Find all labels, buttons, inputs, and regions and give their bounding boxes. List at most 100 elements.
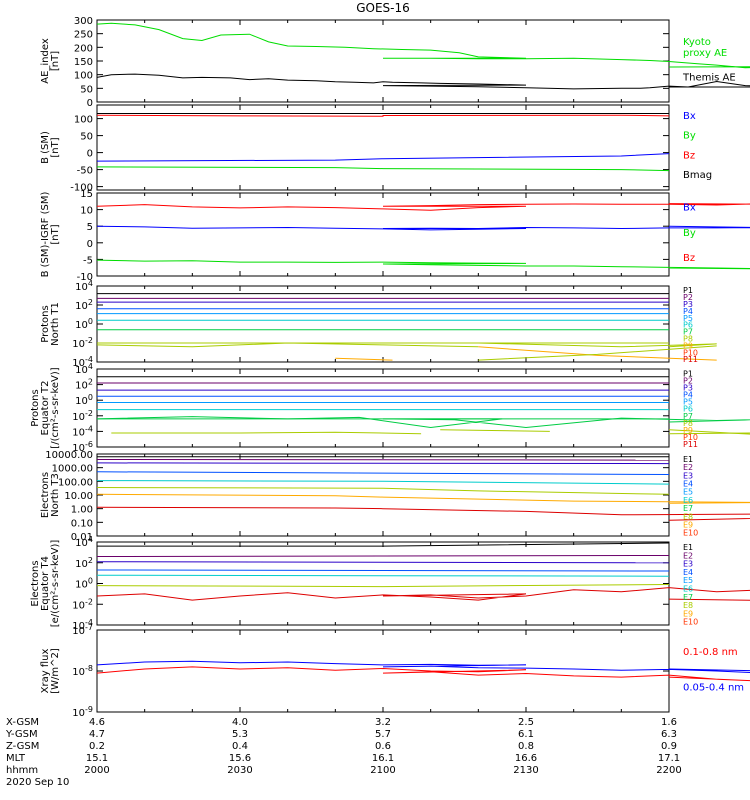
y-tick-label: 100 (75, 577, 93, 591)
y-axis-label: Protons (40, 305, 51, 342)
y-axis-label: B (SM)-IGRF (SM) (40, 192, 51, 278)
y-axis-label: [e/(cm²-s-sr-keV)] (50, 540, 61, 628)
legend-entry: By (683, 228, 696, 239)
panel-frame (96, 541, 670, 626)
date-label: 2020 Sep 10 (6, 777, 69, 788)
panel-3: 15 10 5 0 -5 -10 B (SM)-IGRF (SM) [nT] Bx By Bz (40, 189, 750, 283)
series-line (96, 459, 670, 461)
legend-entry: P3 (683, 383, 693, 392)
y-tick-label: 100 (74, 115, 93, 126)
y-tick-label: 100 (75, 317, 93, 331)
y-tick-label: 104 (75, 535, 93, 549)
panel-frame (96, 629, 670, 713)
axis-row-label: X-GSM (6, 717, 39, 728)
y-axis-label: Equator T4 (40, 556, 51, 611)
legend-entry: P2 (683, 376, 693, 385)
y-tick-label: 10 (80, 206, 93, 217)
y-tick-label: 100 (75, 393, 93, 407)
series-line (96, 153, 670, 162)
series-line (96, 493, 750, 504)
axis-row-label: Y-GSM (5, 729, 38, 740)
legend-entry: Bx (683, 203, 696, 214)
axis-row-label: MLT (6, 753, 26, 764)
legend-entry: P1 (683, 369, 693, 378)
legend-entry: P10 (683, 348, 698, 357)
axis-row-value: 6.1 (518, 729, 534, 740)
legend-entry: P8 (683, 335, 693, 344)
y-tick-label: 50 (80, 132, 93, 143)
series-line (96, 487, 670, 495)
legend-entry: P9 (683, 426, 693, 435)
series-line (96, 22, 750, 69)
legend-entry: E10 (683, 618, 698, 627)
axis-row-value: 15.1 (86, 753, 108, 764)
legend-entry: Themis AE (682, 73, 736, 84)
y-tick-label: 104 (75, 362, 93, 376)
axis-row-value: 15.6 (229, 753, 251, 764)
series-line (96, 506, 750, 521)
axis-row-value: 4.0 (232, 717, 248, 728)
y-tick-label: 10-2 (72, 409, 93, 423)
legend-entry: E6 (683, 496, 693, 505)
legend-entry: P7 (683, 328, 693, 337)
axis-row-value: 2100 (370, 765, 395, 776)
y-tick-label: 102 (75, 298, 93, 312)
y-tick-label: 150 (74, 57, 93, 68)
y-tick-label: 0 (87, 239, 93, 250)
y-tick-label: 0 (87, 149, 93, 160)
panel-frame (96, 104, 670, 191)
series-line (97, 542, 670, 547)
series-line (96, 203, 750, 211)
legend-entry: proxy AE (683, 48, 727, 59)
y-tick-label: -50 (77, 166, 93, 177)
series-segment (335, 357, 393, 361)
legend-entry: P8 (683, 419, 693, 428)
series-line (96, 660, 750, 673)
y-tick-label: 102 (75, 556, 93, 570)
series-segment (96, 342, 479, 348)
series-segment (478, 346, 717, 361)
legend-entry: E2 (683, 463, 693, 472)
axis-row-value: 2.5 (518, 717, 534, 728)
series-segment (111, 431, 422, 435)
legend-entry: P3 (683, 300, 693, 309)
axis-row-label: hhmm (6, 765, 38, 776)
panel-frame (96, 285, 670, 363)
axis-row-value: 2130 (513, 765, 538, 776)
y-tick-label: 104 (75, 279, 93, 293)
series-line (96, 561, 670, 564)
legend-entry: P11 (683, 355, 698, 364)
legend-entry: P7 (683, 412, 693, 421)
y-tick-label: 200 (74, 43, 93, 54)
y-axis-label: Xray flux (40, 649, 51, 694)
series-segment (478, 342, 717, 348)
legend-entry: E10 (683, 529, 698, 538)
y-tick-label: 0.01 (71, 532, 93, 543)
legend-entry: E5 (683, 576, 693, 585)
axis-row-value: 0.8 (518, 741, 534, 752)
series-line (96, 462, 670, 465)
y-axis-label: B (SM) (40, 131, 51, 164)
legend-entry: Kyoto (683, 37, 711, 48)
axis-row-value: 2030 (227, 765, 252, 776)
axis-row-value: 4.6 (89, 717, 105, 728)
y-tick-label: 10000.00 (45, 450, 93, 461)
legend-entry: P11 (683, 440, 698, 449)
legend-entry: E1 (683, 543, 693, 552)
legend-entry: P4 (683, 391, 693, 400)
series-line (96, 471, 670, 475)
legend-entry: 0.1-0.8 nm (683, 647, 738, 658)
y-tick-label: 15 (80, 189, 93, 200)
y-tick-label: 10-6 (72, 440, 93, 454)
axis-row-value: 17.1 (658, 753, 680, 764)
legend-entry: E3 (683, 560, 693, 569)
legend-entry: P4 (683, 307, 693, 316)
y-tick-label: 10-9 (72, 705, 93, 719)
y-axis-label: [nT] (50, 51, 61, 71)
axis-row-value: 0.4 (232, 741, 248, 752)
legend-entry: P10 (683, 433, 698, 442)
series-line (96, 555, 670, 557)
legend-entry: Bz (683, 150, 695, 161)
panel-2: 100 50 0 -50 -100 B (SM) [nT] Bx By Bz Bmag (40, 104, 712, 194)
